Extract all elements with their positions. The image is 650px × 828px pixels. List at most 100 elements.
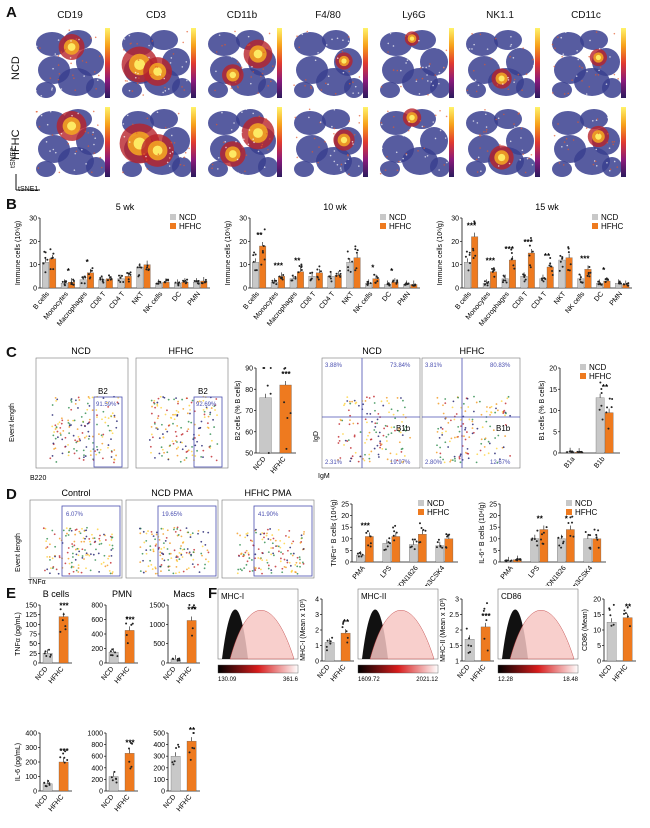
tsne-dot — [394, 109, 396, 111]
tsne-dot — [166, 161, 169, 164]
bar — [565, 257, 573, 289]
tsne-dot — [567, 148, 570, 151]
flow-event — [104, 421, 107, 424]
tsne-dot — [314, 59, 317, 62]
tsne-dot — [325, 44, 328, 46]
flow-event — [377, 435, 380, 438]
data-point — [610, 624, 613, 627]
axis-label-tnf: TNFα — [28, 579, 46, 586]
flow-event — [154, 566, 157, 569]
data-point — [376, 276, 379, 279]
tsne-dot — [434, 74, 437, 76]
tsne-dot — [331, 125, 333, 128]
tsne-dot — [332, 134, 334, 136]
data-point — [99, 277, 102, 280]
data-point — [175, 747, 178, 750]
tsne-dot — [91, 133, 94, 136]
tsne-cluster — [344, 157, 364, 177]
data-point — [486, 602, 489, 605]
flow-event — [107, 417, 110, 420]
data-point — [492, 267, 495, 270]
flow-event — [358, 404, 360, 407]
flow-event — [161, 455, 163, 457]
tsne-dot — [418, 39, 420, 42]
flow-event — [357, 460, 360, 463]
flow-event — [107, 424, 110, 427]
data-point — [300, 269, 303, 272]
flow-event — [215, 459, 218, 462]
tsne-dot — [57, 78, 60, 81]
tsne-dot — [581, 80, 583, 82]
flow-event — [267, 551, 270, 554]
flow-event — [263, 532, 266, 535]
flow-event — [84, 537, 86, 540]
flow-event — [409, 436, 412, 439]
flow-event — [247, 553, 250, 556]
tsne-dot — [181, 156, 184, 158]
flow-event — [175, 409, 178, 412]
flow-event — [367, 434, 369, 437]
tsne-dot — [424, 155, 427, 158]
flow-event — [175, 559, 178, 561]
flow-event — [244, 551, 247, 554]
tsne-dot — [611, 141, 614, 143]
tsne-dot — [588, 55, 590, 58]
tsne-dot — [422, 66, 424, 69]
flow-event — [442, 412, 445, 415]
flow-event — [59, 434, 62, 436]
flow-event — [471, 420, 474, 423]
tsne-dot — [97, 32, 99, 35]
flow-event — [83, 454, 85, 457]
x-tick-label: PMN — [187, 291, 202, 307]
legend-label-hfhc: HFHC — [575, 508, 597, 517]
data-point — [540, 533, 543, 536]
flow-event — [370, 450, 373, 453]
tsne-dot — [295, 136, 298, 139]
tsne-dot — [67, 142, 69, 145]
tsne-dot — [97, 124, 99, 126]
y-tick-label: 30 — [451, 216, 459, 223]
tsne-map — [465, 108, 536, 177]
flow-event — [483, 446, 486, 448]
data-point — [393, 530, 396, 533]
tsne-dot — [186, 79, 188, 82]
tsne-dot — [352, 117, 355, 120]
flow-event — [170, 557, 173, 559]
tsne-dot — [427, 80, 429, 82]
tsne-cluster — [420, 48, 448, 76]
tsne-dot — [509, 55, 511, 58]
flow-event — [289, 564, 292, 567]
x-tick-label: B cells — [454, 290, 473, 311]
tsne-dot — [522, 153, 524, 155]
tsne-dot — [445, 115, 448, 118]
flow-event — [109, 561, 112, 564]
flow-event — [472, 410, 475, 413]
data-point — [366, 283, 369, 286]
tsne-dot — [162, 91, 164, 94]
tsne-dot — [380, 121, 383, 124]
tsne-dot — [609, 56, 611, 58]
bar — [604, 412, 614, 454]
flow-event — [464, 451, 467, 454]
flow-event — [189, 533, 192, 536]
tsne-map — [119, 109, 192, 177]
tsne-dot — [486, 48, 489, 50]
tsne-dot — [51, 134, 54, 136]
flow-event — [351, 455, 354, 458]
flow-event — [353, 434, 356, 437]
flow-event — [471, 432, 474, 435]
tsne-dot — [268, 40, 270, 43]
flow-event — [107, 446, 109, 449]
tsne-dot — [60, 51, 63, 53]
flow-event — [201, 545, 204, 548]
flow-event — [76, 428, 79, 431]
flow-event — [175, 397, 177, 400]
data-point — [506, 559, 509, 562]
data-point — [294, 277, 297, 280]
flow-event — [388, 411, 390, 414]
axis-label-tsne1: tSNE1 — [18, 186, 39, 193]
flow-event — [203, 416, 206, 419]
significance-label: *** — [486, 257, 496, 266]
